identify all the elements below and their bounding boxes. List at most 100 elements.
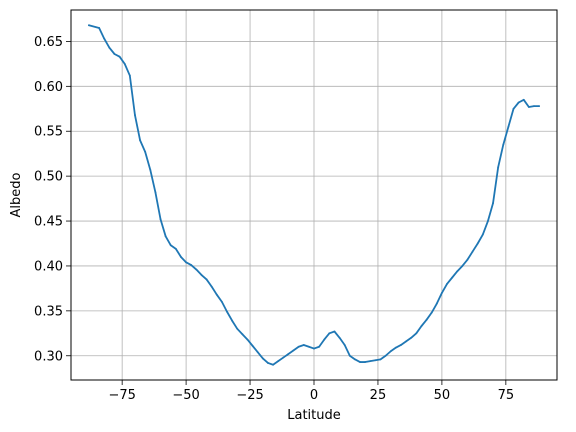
albedo-data-point [435, 302, 438, 305]
albedo-data-point [313, 347, 315, 350]
albedo-data-point [456, 270, 459, 273]
albedo-data-point [527, 106, 530, 108]
y-tick-label: 0.45 [34, 215, 63, 230]
albedo-data-point [180, 256, 182, 258]
y-tick-label: 0.50 [34, 170, 63, 185]
albedo-data-point [364, 361, 367, 363]
albedo-data-point [451, 276, 454, 279]
albedo-data-point [118, 55, 121, 58]
albedo-data-point [517, 101, 520, 104]
y-tick-label: 0.60 [34, 80, 63, 95]
x-tick-label: 50 [434, 388, 451, 403]
albedo-data-point [205, 278, 208, 281]
y-tick-label: 0.35 [34, 304, 63, 319]
albedo-data-point [471, 250, 474, 253]
albedo-data-point [236, 327, 239, 330]
albedo-data-point [328, 332, 331, 335]
albedo-data-point [123, 62, 126, 65]
albedo-data-point [144, 150, 147, 153]
albedo-series-line [88, 24, 540, 366]
albedo-data-point [169, 244, 172, 247]
albedo-data-point [195, 268, 198, 271]
albedo-data-point [287, 353, 290, 355]
albedo-data-point [108, 46, 111, 49]
albedo-data-point [256, 351, 259, 354]
albedo-data-point [190, 264, 193, 266]
y-tick-label: 0.40 [34, 259, 63, 274]
albedo-data-point [200, 274, 203, 276]
x-tick-label: 0 [310, 388, 318, 403]
albedo-data-point [267, 362, 269, 364]
albedo-data-point [164, 235, 167, 238]
albedo-data-point [302, 344, 305, 346]
albedo-data-point [128, 74, 131, 77]
y-axis-label: Albedo [9, 172, 24, 217]
tick-layer: −75 −50 −25 0 25 50 75 0.30 0.35 0.40 0.45 0.50 0.55… [34, 35, 514, 403]
albedo-data-point [210, 285, 213, 288]
albedo-data-point [159, 218, 162, 221]
albedo-data-point [410, 336, 413, 339]
albedo-data-point [226, 310, 228, 313]
y-tick-label: 0.55 [34, 125, 63, 140]
albedo-data-point [318, 345, 321, 348]
albedo-data-point [415, 332, 418, 335]
albedo-data-point [231, 319, 234, 322]
albedo-data-point [425, 318, 428, 321]
albedo-data-point [251, 344, 254, 347]
albedo-data-point [185, 261, 188, 264]
x-tick-label: −50 [172, 388, 199, 403]
albedo-data-point [369, 360, 372, 363]
albedo-data-point [174, 247, 177, 250]
x-tick-label: 25 [370, 388, 387, 403]
albedo-data-point [292, 349, 295, 352]
albedo-data-point [446, 283, 448, 285]
albedo-data-point [522, 98, 525, 101]
albedo-data-point [241, 333, 244, 336]
albedo-data-point [389, 350, 392, 353]
y-tick-label: 0.30 [34, 349, 63, 364]
albedo-data-point [297, 345, 300, 348]
albedo-data-point [497, 166, 500, 169]
albedo-data-point [379, 358, 382, 361]
albedo-data-point [113, 53, 116, 55]
albedo-data-point [98, 27, 101, 29]
albedo-data-point [323, 338, 326, 341]
albedo-data-point [538, 105, 540, 107]
albedo-data-point [154, 191, 157, 194]
albedo-data-point [394, 346, 397, 349]
line-layer [88, 24, 540, 366]
albedo-data-point [272, 363, 274, 366]
albedo-data-point [487, 220, 489, 222]
albedo-data-point [282, 356, 285, 359]
albedo-data-point [507, 125, 510, 128]
albedo-data-point [215, 293, 218, 296]
albedo-data-point [343, 344, 346, 346]
albedo-data-point [420, 325, 423, 328]
albedo-data-point [149, 168, 152, 171]
albedo-data-point [307, 345, 310, 348]
x-tick-label: −75 [108, 388, 135, 403]
albedo-data-point [134, 114, 136, 116]
albedo-data-point [512, 107, 515, 110]
albedo-data-point [348, 354, 351, 357]
albedo-data-point [405, 340, 407, 343]
albedo-data-point [502, 143, 505, 146]
albedo-data-point [139, 139, 141, 142]
albedo-data-point [277, 360, 280, 363]
albedo-data-point [440, 291, 443, 294]
x-tick-label: −25 [236, 388, 263, 403]
albedo-data-point [481, 233, 484, 236]
albedo-data-point [430, 311, 433, 314]
x-tick-label: 75 [498, 388, 515, 403]
albedo-data-point [374, 359, 377, 362]
albedo-data-point [384, 354, 387, 357]
albedo-data-point [221, 300, 223, 303]
albedo-data-point [461, 265, 464, 267]
x-axis-label: Latitude [287, 408, 341, 423]
albedo-data-point [466, 258, 469, 261]
y-tick-label: 0.65 [34, 35, 63, 50]
albedo-data-point [246, 338, 249, 341]
albedo-data-point [354, 358, 356, 361]
